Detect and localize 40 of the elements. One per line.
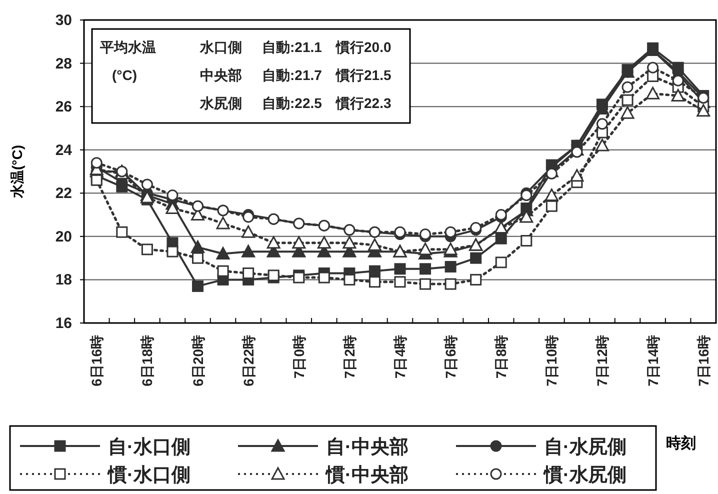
annotation: 平均水温 [99, 39, 156, 55]
x-tick-label: 7日6時 [442, 335, 459, 379]
y-tick-label: 30 [55, 12, 72, 29]
x-tick-label: 7日8時 [493, 335, 510, 379]
annotation: 慣行21.5 [335, 67, 392, 83]
legend-label: 慣·水尻側 [543, 464, 626, 486]
x-tick-label: 6日18時 [139, 335, 156, 386]
x-tick-label: 7日12時 [594, 335, 610, 386]
y-tick-label: 20 [55, 228, 72, 246]
x-tick-label: 7日16時 [695, 335, 712, 386]
y-tick-label: 26 [55, 98, 72, 116]
legend-label: 自·中央部 [326, 436, 408, 458]
annotation: 水口側 [199, 39, 242, 55]
annotation: (°C) [112, 67, 138, 83]
x-tick-label: 7日0時 [290, 335, 307, 379]
y-tick-label: 22 [55, 185, 72, 202]
annotation: 自動:21.7 [262, 67, 322, 83]
annotation: 自動:21.1 [262, 39, 322, 55]
legend-label: 慣·水口側 [107, 464, 190, 486]
x-tick-label: 6日20時 [190, 335, 206, 386]
annotation: 慣行20.0 [335, 39, 392, 55]
x-tick-label: 7日2時 [341, 335, 358, 379]
y-tick-label: 16 [55, 315, 72, 332]
x-tick-label: 7日4時 [392, 335, 408, 379]
x-tick-label: 6日22時 [240, 335, 256, 386]
x-axis-title: 時刻 [666, 434, 696, 452]
x-tick-label: 7日14時 [644, 335, 661, 386]
y-axis-title: 水温(°C) [9, 144, 25, 200]
annotation: 水尻側 [199, 95, 242, 111]
legend-label: 慣·中央部 [325, 464, 408, 486]
annotation: 慣行22.3 [335, 95, 392, 111]
x-tick-label: 6日16時 [88, 335, 105, 386]
legend-label: 自·水尻側 [544, 436, 626, 458]
legend-label: 自·水口側 [108, 436, 190, 458]
y-tick-label: 28 [55, 55, 72, 72]
y-tick-label: 24 [55, 142, 73, 159]
y-tick-label: 18 [55, 272, 72, 289]
x-tick-label: 7日10時 [544, 335, 560, 386]
annotation: 自動:22.5 [262, 95, 322, 111]
annotation: 中央部 [200, 67, 242, 83]
